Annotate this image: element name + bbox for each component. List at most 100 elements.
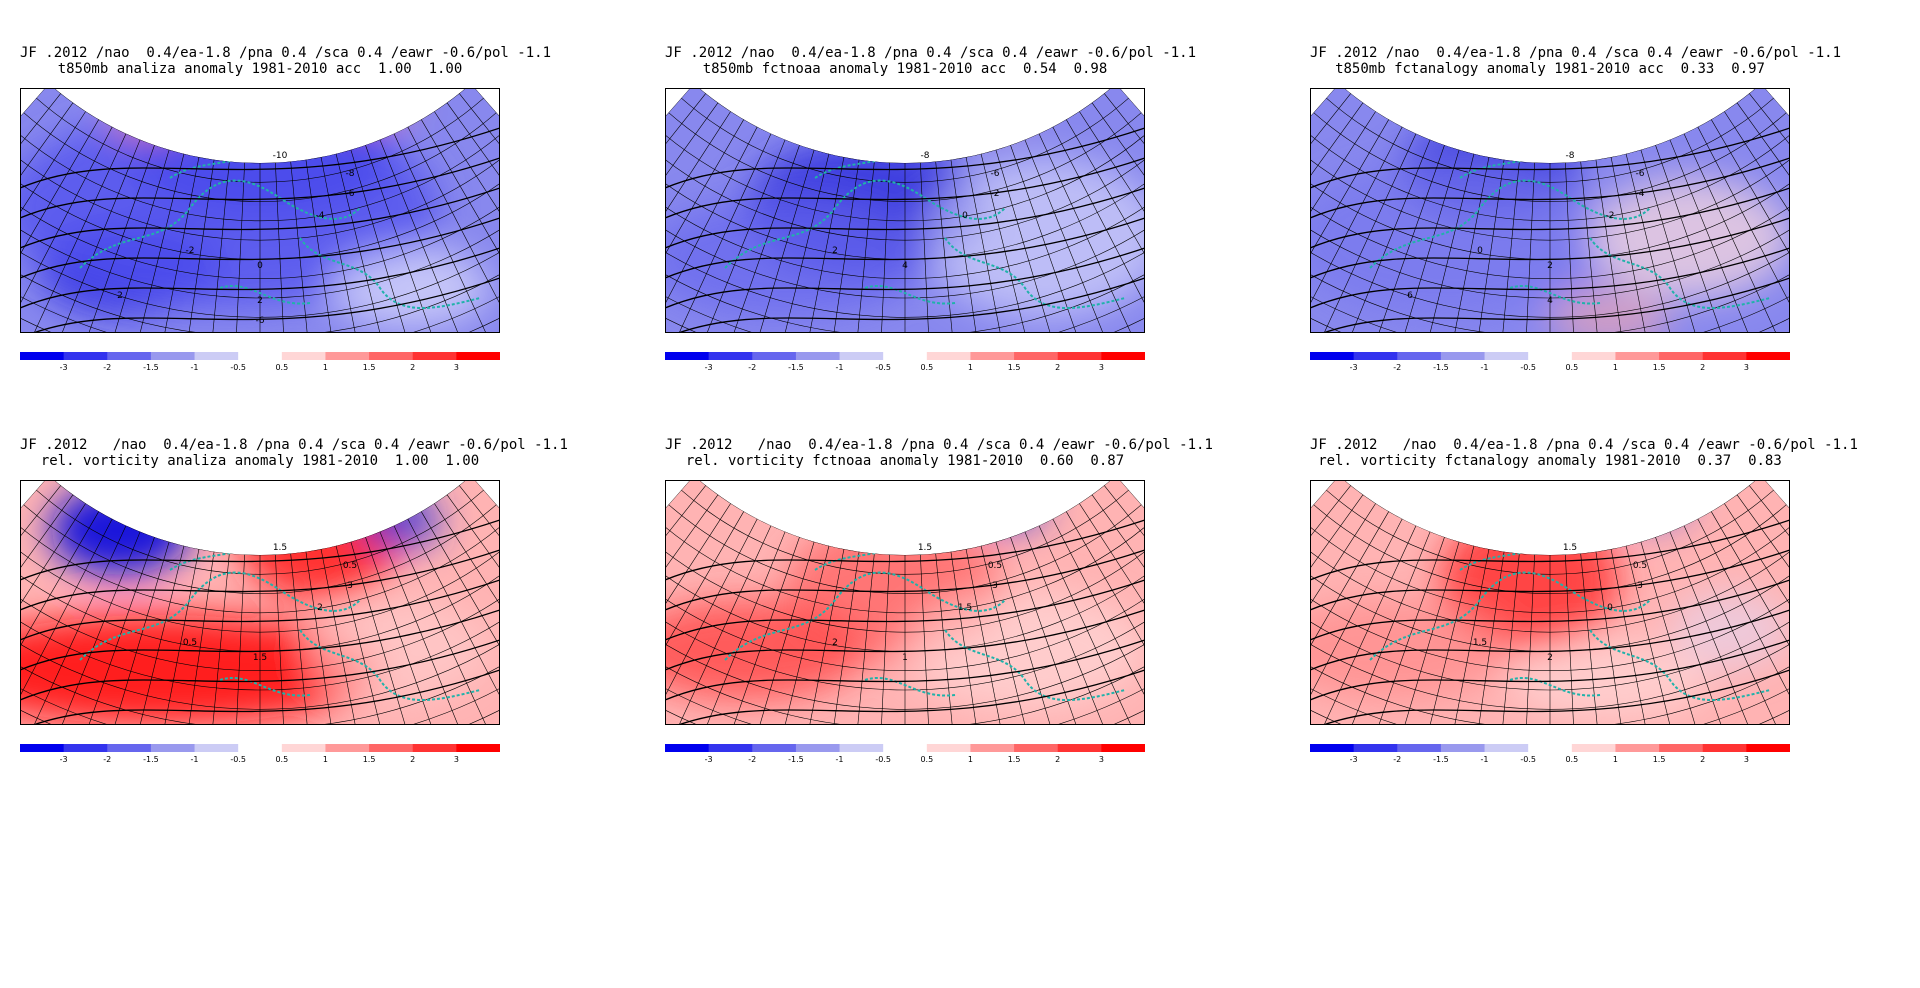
- contour-lines: [1310, 127, 1790, 333]
- contour-label: -6: [1636, 169, 1645, 179]
- anomaly-blob: [1310, 600, 1510, 700]
- colorbar-tick-label: -1: [836, 363, 844, 372]
- map-panel: JF .2012 /nao 0.4/ea-1.8 /pna 0.4 /sca 0…: [20, 0, 551, 400]
- colorbar-tick-label: -2: [1393, 755, 1401, 764]
- contour-label: -2: [991, 189, 1000, 199]
- colorbar-swatch: [107, 352, 152, 360]
- colorbar-swatch: [238, 352, 283, 360]
- colorbar-swatch: [281, 744, 326, 752]
- contour-lines: [665, 519, 1145, 725]
- colorbar-swatch: [150, 352, 196, 360]
- colorbar-swatch: [1101, 744, 1145, 752]
- colorbar-swatch: [708, 352, 753, 360]
- colorbar-swatch: [1440, 744, 1486, 752]
- colorbar-swatch: [20, 352, 65, 360]
- contour-label: 2: [832, 246, 838, 256]
- colorbar: -3 -2 -1.5 -1 -0.5 0.5 1 1.5 2 3: [1310, 352, 1790, 372]
- colorbar-tick-label: 0.5: [1565, 363, 1578, 372]
- colorbar-swatch: [839, 352, 884, 360]
- colorbar-tick-label: -0.5: [1520, 755, 1536, 764]
- colorbar-swatch: [1353, 352, 1398, 360]
- panel-title-line-1: JF .2012 /nao 0.4/ea-1.8 /pna 0.4 /sca 0…: [1310, 45, 1842, 61]
- colorbar-swatch: [456, 352, 500, 360]
- contour-lines: [20, 519, 500, 725]
- contour-label: 1.5: [1473, 638, 1487, 648]
- colorbar-tick-label: 2: [1700, 755, 1705, 764]
- contour-label: -10: [273, 151, 288, 161]
- colorbar-swatch: [708, 744, 753, 752]
- contour-label: 1.5: [958, 603, 972, 613]
- contour-label: 1.5: [918, 543, 932, 553]
- colorbar-tick-label: 3: [1744, 755, 1749, 764]
- colorbar: -3 -2 -1.5 -1 -0.5 0.5 1 1.5 2 3: [1310, 744, 1790, 764]
- colorbar-swatch: [839, 744, 884, 752]
- colorbar-tick-label: -0.5: [875, 755, 891, 764]
- contour-lines: [1310, 519, 1790, 725]
- contour-label: 2: [317, 603, 323, 613]
- anomaly-blob: [50, 485, 190, 575]
- contour-label: 4: [902, 261, 908, 271]
- contour-label: -8: [1566, 151, 1575, 161]
- colorbar-swatch: [665, 744, 710, 752]
- colorbar-tick-label: -2: [1393, 363, 1401, 372]
- colorbar-tick-label: -0.5: [1520, 363, 1536, 372]
- colorbar-swatch: [325, 352, 370, 360]
- colorbar-swatch: [194, 352, 239, 360]
- colorbar-tick-label: -2: [103, 363, 111, 372]
- contour-label: -4: [316, 211, 325, 221]
- contour-label: -6: [256, 316, 265, 326]
- colorbar-tick-label: -1.5: [1433, 363, 1449, 372]
- colorbar-swatch: [1057, 352, 1102, 360]
- contour-label: 4: [1547, 296, 1553, 306]
- panel-title-line-2: t850mb fctanalogy anomaly 1981-2010 acc …: [1335, 61, 1765, 77]
- contour-label: 1.5: [273, 543, 287, 553]
- colorbar-tick-label: -3: [705, 363, 713, 372]
- colorbar-tick-label: -1.5: [788, 363, 804, 372]
- colorbar-tick-label: -1.5: [788, 755, 804, 764]
- colorbar-tick-label: 3: [454, 363, 459, 372]
- colorbar: -3 -2 -1.5 -1 -0.5 0.5 1 1.5 2 3: [20, 744, 500, 764]
- colorbar-swatch: [1702, 352, 1747, 360]
- colorbar-swatch: [1746, 744, 1790, 752]
- contour-label: 6: [1407, 291, 1413, 301]
- colorbar-swatch: [1101, 352, 1145, 360]
- panel-title-line-2: t850mb fctnoaa anomaly 1981-2010 acc 0.5…: [702, 61, 1108, 77]
- map-frame: [1310, 88, 1790, 333]
- colorbar-swatch: [194, 744, 239, 752]
- contour-label: 2: [1547, 261, 1553, 271]
- colorbar-swatch: [1659, 352, 1704, 360]
- colorbar-swatch: [926, 744, 971, 752]
- anomaly-blob: [665, 600, 865, 700]
- colorbar-tick-label: -2: [103, 755, 111, 764]
- lat-lon-grid: [1310, 88, 1790, 333]
- colorbar-tick-label: -2: [748, 755, 756, 764]
- colorbar-tick-label: 0.5: [1565, 755, 1578, 764]
- colorbar-swatch: [752, 352, 797, 360]
- map-panel: JF .2012 /nao 0.4/ea-1.8 /pna 0.4 /sca 0…: [1310, 392, 1858, 792]
- colorbar-swatch: [1528, 352, 1573, 360]
- colorbar-swatch: [281, 352, 326, 360]
- anomaly-map: -10 -8 -6 -4 -2 0 2 2 -6: [20, 88, 500, 333]
- map-frame: [665, 480, 1145, 725]
- map-frame: [20, 480, 500, 725]
- colorbar-swatch: [1310, 352, 1355, 360]
- contour-label: -8: [346, 169, 355, 179]
- colorbar-tick-label: 1: [323, 755, 328, 764]
- colorbar-swatch: [795, 352, 841, 360]
- colorbar-tick-label: -1: [1481, 755, 1489, 764]
- colorbar-swatch: [150, 744, 196, 752]
- colorbar-swatch: [1057, 744, 1102, 752]
- colorbar-tick-label: 3: [1099, 755, 1104, 764]
- anomaly-blob: [1510, 640, 1710, 720]
- colorbar-swatch: [1615, 352, 1660, 360]
- contour-label: 0.5: [988, 561, 1002, 571]
- panel-title-line-2: rel. vorticity fctnoaa anomaly 1981-2010…: [685, 453, 1125, 469]
- contour-label: 2: [1547, 653, 1553, 663]
- colorbar-tick-label: 1.5: [1008, 363, 1021, 372]
- colorbar-swatch: [883, 352, 928, 360]
- colorbar-tick-label: -1: [836, 755, 844, 764]
- map-panel: JF .2012 /nao 0.4/ea-1.8 /pna 0.4 /sca 0…: [1310, 0, 1842, 400]
- contour-label: 2: [832, 638, 838, 648]
- colorbar-swatch: [1659, 744, 1704, 752]
- colorbar-swatch: [238, 744, 283, 752]
